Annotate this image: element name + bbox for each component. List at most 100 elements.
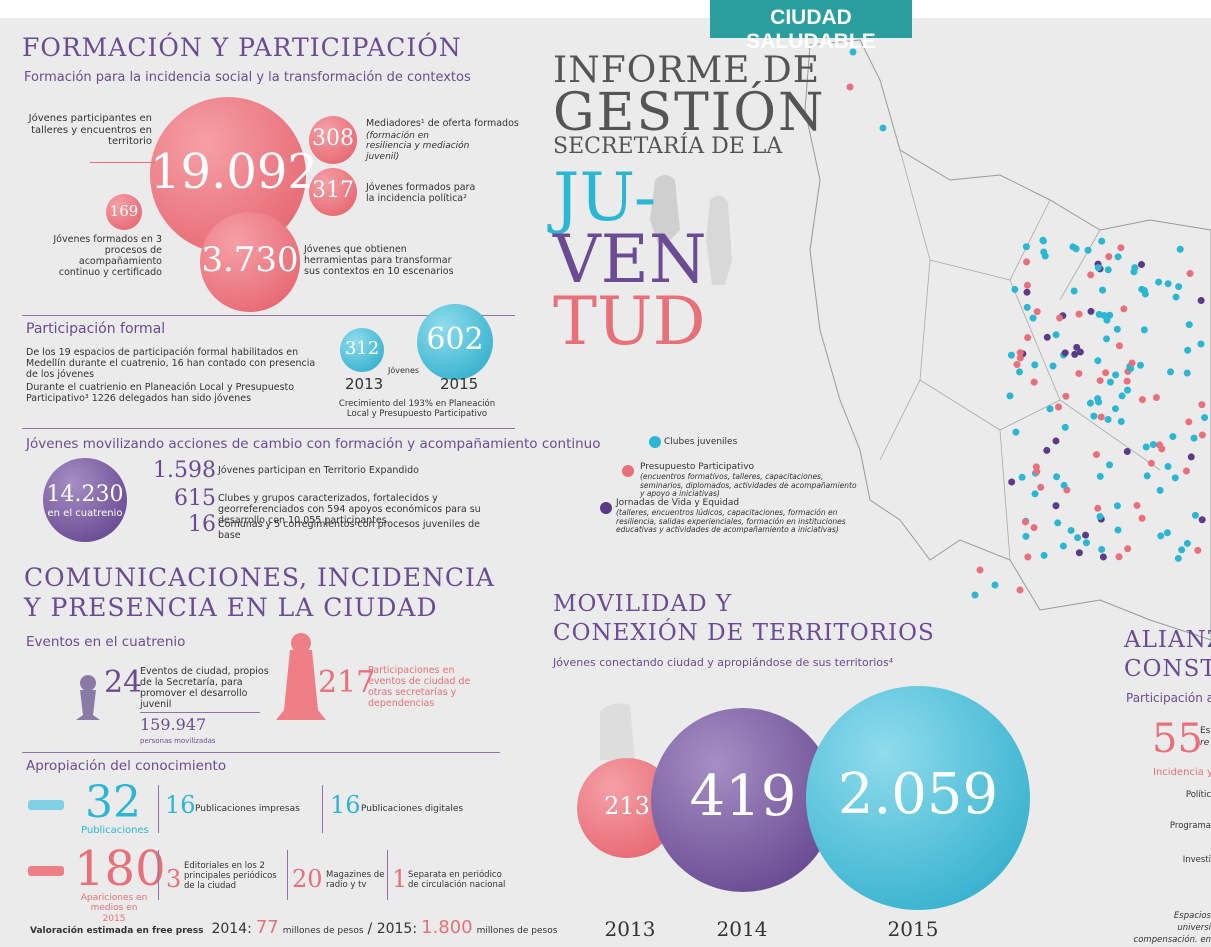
map-dot	[1094, 395, 1102, 403]
map-dot	[1184, 346, 1192, 354]
legend-dot	[600, 502, 612, 514]
alliance-value: 55	[1152, 716, 1203, 762]
map-dot	[1103, 316, 1111, 324]
map-dot	[1105, 253, 1113, 261]
map-dot	[1022, 532, 1030, 540]
pub-label: Publicaciones impresas	[195, 804, 300, 814]
map-dot	[1021, 518, 1029, 526]
map-dot	[1114, 253, 1122, 261]
mid-label: Jóvenes	[388, 366, 420, 375]
map-dot	[1086, 399, 1094, 407]
alliance-row: Investi	[1182, 855, 1211, 865]
media-label: Separata en periódico de circulación nac…	[408, 870, 506, 890]
map-dot	[1183, 539, 1191, 547]
map-dot	[1094, 264, 1102, 272]
banner-bg	[710, 0, 912, 38]
map-dot	[1152, 393, 1160, 401]
map-dot	[1052, 437, 1060, 445]
alliance-sub: Incidencia y	[1153, 767, 1211, 778]
map-dot	[1084, 246, 1092, 254]
map-dot	[1167, 368, 1175, 376]
map-dot	[1183, 369, 1191, 377]
media-label: Editoriales en los 2 principales periódi…	[184, 861, 277, 891]
map-dot	[1032, 463, 1040, 471]
pin-icon	[76, 690, 100, 720]
map-dot	[1018, 473, 1026, 481]
map-dot	[1198, 516, 1206, 524]
map-dot	[1120, 305, 1128, 313]
bubble	[309, 116, 357, 164]
freepress-part: Valoración estimada en free press	[30, 926, 204, 936]
map-dot	[1075, 549, 1083, 557]
bubble	[340, 328, 384, 372]
map-dot	[1178, 546, 1186, 554]
map-dot	[1157, 532, 1165, 540]
map-dot	[846, 83, 854, 91]
bubble-value: 312	[344, 337, 380, 359]
section-title: FORMACIÓN Y PARTICIPACIÓN	[22, 33, 462, 62]
bubble-value: 213	[604, 792, 650, 821]
legend-dot	[649, 436, 661, 448]
pin-icon	[80, 675, 96, 691]
map-dot	[1040, 248, 1048, 256]
map-dot	[1186, 270, 1194, 278]
map-dot	[1185, 321, 1193, 329]
map-dot	[1117, 244, 1125, 252]
pub-label: Publicaciones digitales	[361, 804, 464, 814]
alliance-foot: universi	[1177, 923, 1211, 933]
legend-note: (talleres, encuentros lúdicos, capacitac…	[616, 508, 846, 535]
freepress-part: 2014:	[211, 921, 252, 937]
section-title: COMUNICACIONES, INCIDENCIA	[24, 563, 495, 592]
bubble-value: 19.092	[150, 144, 318, 201]
map-dot	[1016, 586, 1024, 594]
divider	[158, 850, 159, 900]
map-dot	[971, 591, 979, 599]
year-label: 2015	[440, 375, 479, 393]
map-dot	[1182, 467, 1190, 475]
map-dot	[1074, 534, 1082, 542]
section-title: CONEXIÓN DE TERRITORIOS	[553, 620, 935, 646]
map-dot	[879, 124, 887, 132]
item-label: Jóvenes formados en 3 procesos de acompa…	[53, 234, 162, 278]
alliance-row: Programa	[1169, 821, 1211, 831]
bubble-value: 308	[312, 126, 354, 152]
section-title: Y PRESENCIA EN LA CIUDAD	[24, 593, 438, 622]
alliance-foot: Espacios	[1173, 911, 1211, 921]
bubble	[651, 708, 835, 892]
map-dot	[1029, 314, 1037, 322]
map-dot	[1136, 361, 1144, 369]
bubble-value: 419	[689, 764, 797, 830]
paragraph: De los 19 espacios de participación form…	[26, 347, 316, 380]
map-dot	[1037, 483, 1045, 491]
alliance-foot: compensación. en	[1133, 935, 1211, 945]
media-value: 1	[392, 865, 408, 893]
map-dot	[1112, 371, 1120, 379]
note: Crecimiento del 193% en Planeación Local…	[338, 399, 496, 419]
map-dot	[1097, 413, 1105, 421]
map-dot	[1094, 357, 1102, 365]
alliance-note: re	[1200, 738, 1210, 748]
bubble	[106, 194, 142, 230]
media-value: 20	[292, 865, 323, 893]
map-borders	[879, 149, 1161, 561]
bubble	[309, 168, 357, 216]
section-subtitle: Formación para la incidencia social y la…	[24, 70, 471, 85]
freepress-part: 1.800	[421, 917, 473, 938]
divider	[287, 850, 288, 900]
report-title: GESTIÓN	[553, 83, 826, 143]
divider	[322, 785, 323, 833]
item-note: (formación en resiliencia y mediación ju…	[366, 131, 470, 162]
map-dot	[1164, 462, 1172, 470]
bubble	[200, 212, 300, 312]
section-title: ALIANZA	[1124, 627, 1211, 653]
map-dot	[1096, 512, 1104, 520]
pub-value: 16	[165, 791, 196, 819]
map-dot	[1087, 271, 1095, 279]
map-dot	[1013, 360, 1021, 368]
map-dot	[1006, 392, 1014, 400]
map-dot	[1022, 243, 1030, 251]
item-label: Jóvenes formados para la incidencia polí…	[366, 182, 476, 204]
divider	[387, 850, 388, 900]
map-dot	[1104, 415, 1112, 423]
map-dot	[1113, 325, 1121, 333]
